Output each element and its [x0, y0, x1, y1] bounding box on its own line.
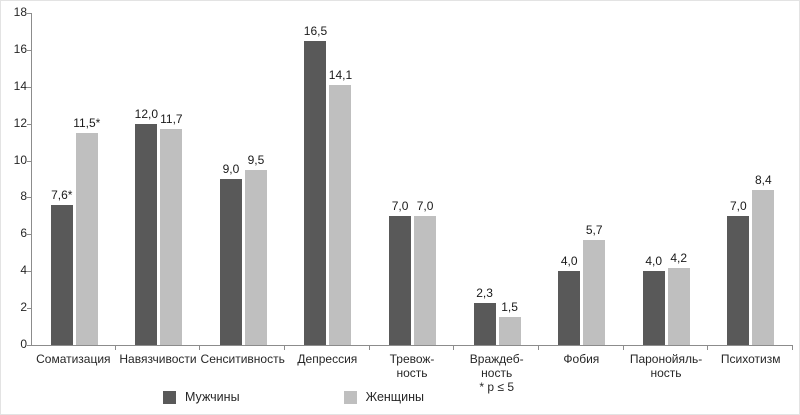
legend-item: Женщины — [343, 390, 424, 404]
x-axis-tick — [370, 346, 455, 350]
x-axis-tick — [539, 346, 624, 350]
bar-Мужчины: 7,0 — [389, 199, 412, 345]
bar-value-label: 4,0 — [645, 254, 663, 269]
bar-Женщины: 4,2 — [667, 251, 690, 345]
bar-Мужчины: 7,6* — [50, 188, 73, 345]
x-axis-labels: Соматизация Навязчивости Сенситивность Депр… — [31, 352, 793, 394]
y-axis-tick-mark — [27, 345, 31, 346]
x-axis-category-label: Фобия — [563, 352, 600, 366]
x-axis-tick — [454, 346, 540, 350]
bar-Мужчины: 16,5 — [304, 24, 327, 345]
x-axis-tick — [31, 346, 116, 350]
bar-Мужчины: 9,0 — [219, 162, 242, 345]
x-axis-tick — [200, 346, 286, 350]
bar-group: 4,0 5,7 — [539, 13, 624, 345]
legend-swatch — [163, 390, 176, 404]
bar-Женщины: 11,5* — [73, 116, 100, 345]
y-axis-tick-label: 0 — [20, 337, 27, 351]
bar-group: 7,6* 11,5* — [32, 13, 117, 345]
bar-Мужчины: 12,0 — [135, 107, 158, 345]
y-axis-tick-label: 16 — [13, 41, 27, 56]
bar-value-label: 9,5 — [247, 152, 265, 167]
y-axis-tick-mark — [27, 13, 31, 14]
bar-group: 16,5 14,1 — [286, 13, 371, 345]
x-axis-tick — [708, 346, 794, 350]
bar-group: 7,0 8,4 — [709, 13, 794, 345]
y-axis-tick-mark — [27, 86, 31, 88]
bar-value-label: 7,0 — [416, 198, 434, 213]
y-axis-tick-label: 10 — [13, 152, 27, 167]
x-axis-tick — [116, 346, 201, 350]
bar-group: 4,0 4,2 — [624, 13, 709, 345]
bar-Мужчины: 4,0 — [558, 254, 581, 345]
y-axis-tick-label: 6 — [20, 226, 27, 241]
legend: Мужчины Женщины — [1, 390, 799, 404]
y-axis-tick-mark — [27, 271, 31, 273]
bar-value-label: 5,7 — [585, 222, 603, 237]
x-axis-tick — [624, 346, 709, 350]
bar-value-label: 12,0 — [134, 106, 159, 121]
x-axis-ticks — [31, 346, 794, 350]
bar-value-label: 7,6* — [51, 187, 73, 202]
bar-Женщины: 1,5 — [498, 300, 521, 345]
y-axis-tick-mark — [27, 308, 31, 310]
y-axis-tick-mark — [27, 123, 31, 125]
bar-value-label: 1,5 — [501, 300, 518, 315]
bar-value-label: 4,2 — [670, 250, 688, 265]
bar-Женщины: 8,4 — [752, 173, 775, 345]
bar-value-label: 16,5 — [303, 23, 328, 38]
y-axis-tick-mark — [27, 160, 31, 162]
x-axis-category-label: Навязчивости — [119, 352, 197, 366]
bar-Женщины: 7,0 — [414, 199, 437, 345]
legend-item: Мужчины — [163, 390, 240, 404]
x-axis-category-label: Психотизм — [720, 352, 781, 366]
bar-value-label: 8,4 — [754, 173, 772, 188]
legend-label: Женщины — [365, 390, 424, 404]
y-axis-tick-label: 12 — [13, 115, 27, 130]
bar-groups: 7,6* 11,5* 12,0 11,7 9,0 9,5 16,5 14,1 7,0 7,0 2,3… — [32, 13, 793, 345]
y-axis-tick-mark — [27, 49, 31, 51]
bar-group: 9,0 9,5 — [201, 13, 286, 345]
bar-Мужчины: 4,0 — [642, 254, 665, 345]
x-axis-tick — [285, 346, 370, 350]
bar-value-label: 7,0 — [391, 198, 409, 213]
y-axis-tick-label: 14 — [13, 78, 27, 93]
bar-value-label: 11,5* — [73, 115, 101, 130]
bar-Мужчины: 2,3 — [473, 286, 496, 345]
bar-value-label: 14,1 — [328, 67, 353, 82]
bar-value-label: 7,0 — [729, 198, 747, 213]
legend-label: Мужчины — [185, 390, 240, 404]
y-axis-tick-mark — [27, 234, 31, 236]
y-axis-tick-label: 8 — [20, 189, 27, 204]
x-axis-category-label: Депрессия — [297, 352, 358, 366]
y-axis-tick-label: 4 — [20, 263, 27, 278]
x-axis-category-label: Соматизация — [36, 352, 111, 366]
bar-group: 12,0 11,7 — [117, 13, 202, 345]
y-axis-tick-mark — [27, 197, 31, 199]
x-axis-category-label: Сенситивность — [200, 352, 285, 366]
x-axis-category-label: Паронойяль-ность — [629, 352, 703, 381]
bar-Женщины: 5,7 — [583, 223, 606, 345]
x-axis-category-label: Враждеб-ность * p ≤ 5 — [469, 352, 524, 395]
legend-swatch — [343, 390, 357, 404]
bar-group: 7,0 7,0 — [370, 13, 455, 345]
bar-Женщины: 11,7 — [160, 112, 183, 345]
y-axis-tick-label: 18 — [13, 5, 27, 19]
bar-Женщины: 9,5 — [244, 153, 267, 345]
bar-value-label: 11,7 — [160, 112, 183, 127]
bar-group: 2,3 1,5 — [455, 13, 540, 345]
y-axis-tick-label: 2 — [20, 300, 27, 315]
plot-area: 0 2 4 6 8 10 12 14 16 18 7,6* 11,5* 12,0 11,7 9,0 9,5 1… — [14, 5, 793, 351]
bar-value-label: 4,0 — [560, 254, 578, 269]
bar-value-label: 9,0 — [222, 162, 240, 176]
bar-Мужчины: 7,0 — [727, 199, 750, 345]
x-axis-category-label: Тревож-ность — [389, 352, 435, 381]
bar-value-label: 2,3 — [476, 285, 493, 300]
bar-Женщины: 14,1 — [329, 68, 352, 345]
